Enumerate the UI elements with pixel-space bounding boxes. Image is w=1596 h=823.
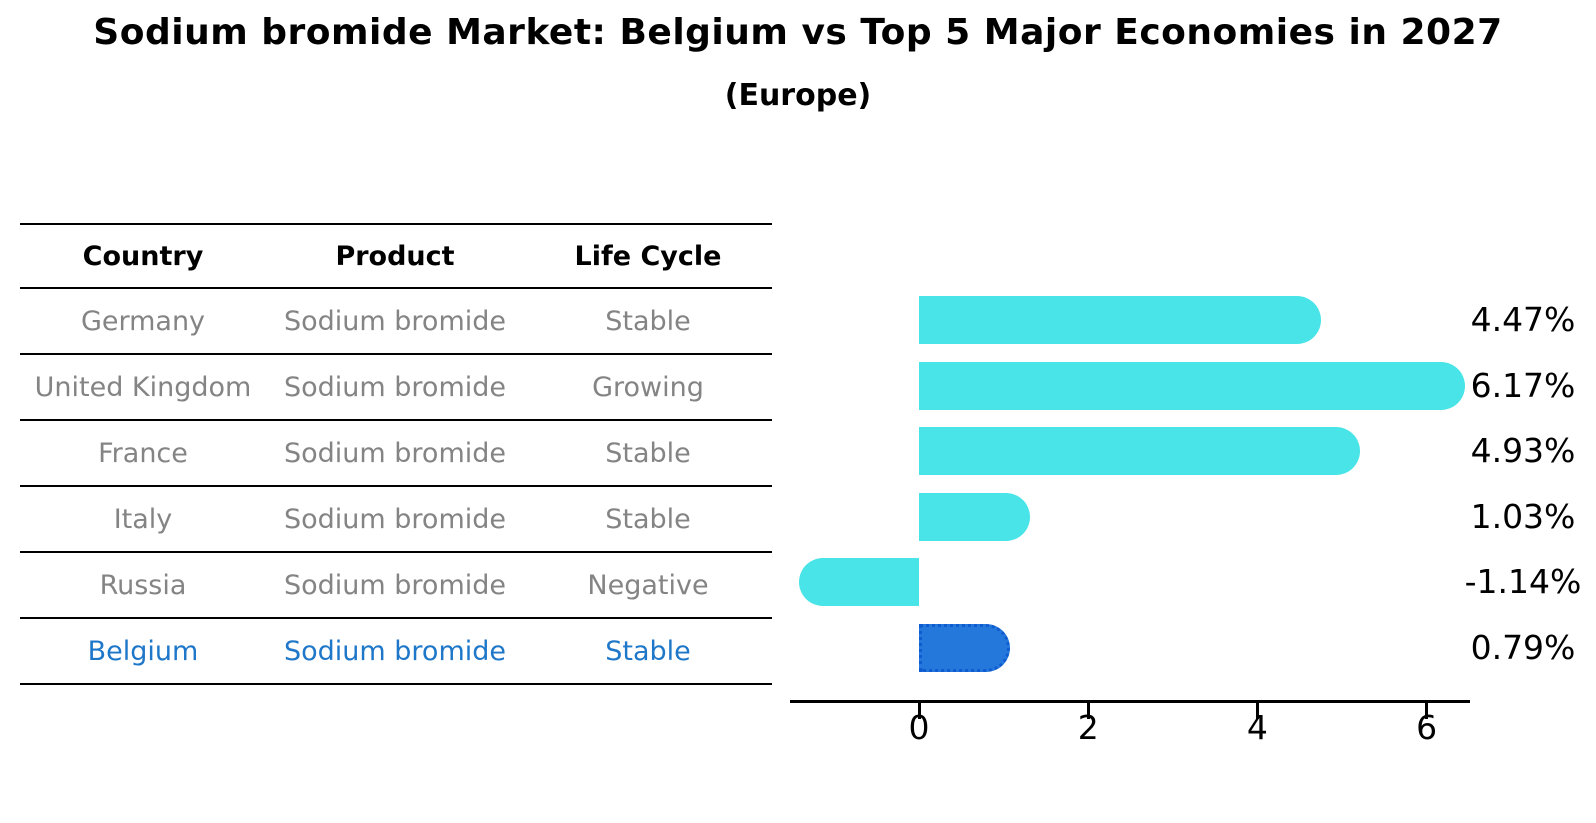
table-row-russia: Russia Sodium bromide Negative <box>20 553 772 619</box>
chart-subtitle: (Europe) <box>724 78 872 113</box>
table-header-country: Country <box>82 240 204 272</box>
x-tick-label-4: 4 <box>1246 708 1268 747</box>
table-cell-united-kingdom-life-cycle: Growing <box>592 371 704 403</box>
table-body: Germany Sodium bromide Stable United Kingdo… <box>20 289 772 685</box>
table-header-product: Product <box>335 240 455 272</box>
bar-italy <box>919 492 1031 541</box>
value-label-germany: 4.47% <box>1470 300 1576 339</box>
table-header-life-cycle: Life Cycle <box>574 240 722 272</box>
table-cell-italy-product: Sodium bromide <box>283 503 506 535</box>
table-cell-france-product: Sodium bromide <box>283 437 506 469</box>
value-label-united-kingdom: 6.17% <box>1470 365 1576 405</box>
chart-title: Sodium bromide Market: Belgium vs Top 5 … <box>93 12 1503 53</box>
table-cell-germany-country: Germany <box>80 305 206 337</box>
table-cell-germany-product: Sodium bromide <box>283 305 506 337</box>
x-tick-label-0: 0 <box>908 708 930 747</box>
table-row-france: France Sodium bromide Stable <box>20 421 772 487</box>
x-tick-mark-6 <box>1425 703 1429 719</box>
table-cell-belgium-country: Belgium <box>87 635 199 667</box>
table-cell-france-life-cycle: Stable <box>605 437 691 469</box>
table-row-belgium: Belgium Sodium bromide Stable <box>20 619 772 685</box>
table-cell-belgium-product: Sodium bromide <box>283 635 506 667</box>
table-cell-united-kingdom-country: United Kingdom <box>34 371 252 403</box>
value-label-italy: 1.03% <box>1470 496 1576 536</box>
table-cell-russia-product: Sodium bromide <box>283 569 506 601</box>
x-tick-label-6: 6 <box>1416 708 1438 747</box>
bar-germany <box>919 296 1322 344</box>
x-axis-line <box>790 700 1470 703</box>
table-cell-france-country: France <box>98 437 188 469</box>
table-row-italy: Italy Sodium bromide Stable <box>20 487 772 553</box>
table-cell-russia-country: Russia <box>99 569 187 601</box>
value-label-belgium: 0.79% <box>1470 627 1576 667</box>
bar-russia <box>798 558 919 606</box>
x-tick-label-2: 2 <box>1077 708 1099 747</box>
x-tick-mark-4 <box>1255 703 1259 719</box>
x-tick-mark-2 <box>1086 703 1090 719</box>
table-row-germany: Germany Sodium bromide Stable <box>20 289 772 355</box>
value-label-france: 4.93% <box>1470 431 1576 470</box>
table-cell-italy-country: Italy <box>113 503 173 535</box>
table-cell-belgium-life-cycle: Stable <box>605 635 691 667</box>
table-cell-russia-life-cycle: Negative <box>587 569 709 601</box>
table-row-united-kingdom: United Kingdom Sodium bromide Growing <box>20 355 772 421</box>
bar-united-kingdom <box>919 361 1465 410</box>
table-header-row: Country Product Life Cycle <box>20 223 772 289</box>
bar-france <box>919 427 1361 475</box>
x-tick-mark-0 <box>917 703 921 719</box>
table-cell-italy-life-cycle: Stable <box>605 503 691 535</box>
bar-belgium <box>919 623 1010 672</box>
table-cell-united-kingdom-product: Sodium bromide <box>283 371 506 403</box>
value-label-russia: -1.14% <box>1464 562 1582 601</box>
country-table: Country Product Life Cycle Germany Sodium b… <box>20 223 772 685</box>
table-cell-germany-life-cycle: Stable <box>605 305 691 337</box>
